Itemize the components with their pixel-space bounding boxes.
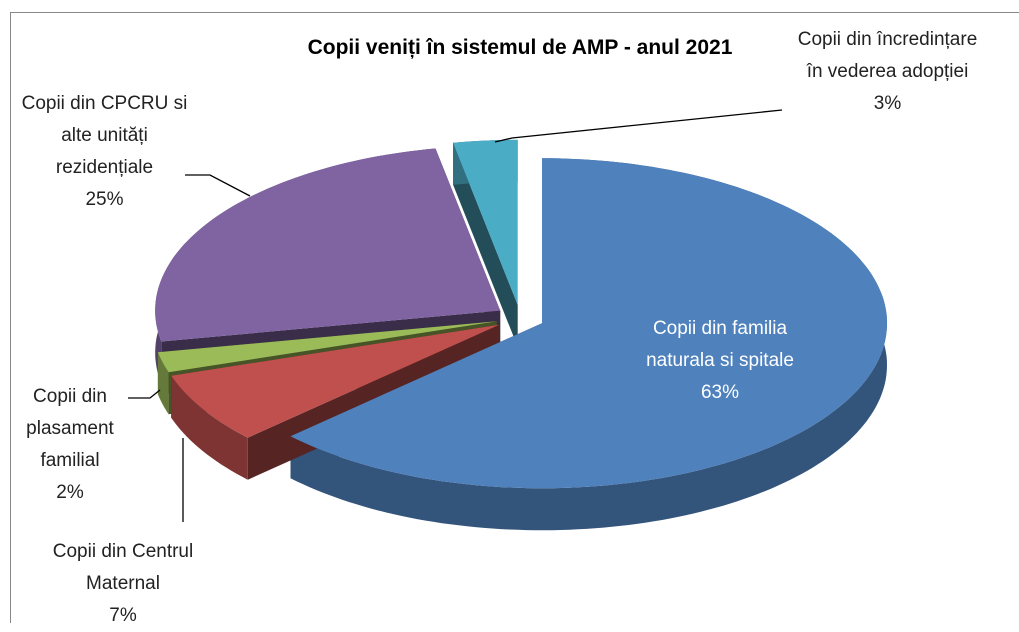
leader-line	[495, 110, 782, 142]
value-label: 2%	[15, 477, 125, 509]
slice-label: Copii din CPCRU si alte unități rezidenț…	[12, 88, 197, 216]
slice-label: Copii din încredințare în vederea adopți…	[795, 24, 980, 120]
category-label: Copii din familia naturala si spitale	[635, 313, 805, 377]
value-label: 3%	[795, 88, 980, 120]
category-label: Copii din încredințare în vederea adopți…	[795, 24, 980, 88]
category-label: Copii din plasament familial	[15, 381, 125, 477]
slice	[155, 149, 500, 342]
leader-line	[128, 390, 160, 398]
value-label: 7%	[28, 600, 218, 632]
value-label: 63%	[635, 377, 805, 409]
category-label: Copii din Centrul Maternal	[28, 536, 218, 600]
chart-title: Copii veniți în sistemul de AMP - anul 2…	[200, 36, 840, 60]
category-label: Copii din CPCRU si alte unități rezidenț…	[12, 88, 197, 184]
value-label: 25%	[12, 184, 197, 216]
